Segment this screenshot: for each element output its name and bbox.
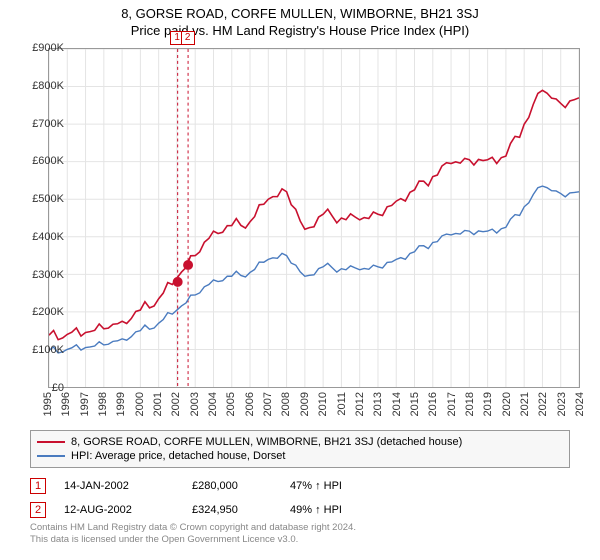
legend-swatch-property [37,441,65,443]
event-marker-1: 1 [30,478,46,494]
x-tick-label: 2008 [280,392,292,426]
x-tick-label: 2012 [354,392,366,426]
legend-item-hpi: HPI: Average price, detached house, Dors… [37,449,563,463]
event-date-2: 12-AUG-2002 [64,504,174,516]
legend-item-property: 8, GORSE ROAD, CORFE MULLEN, WIMBORNE, B… [37,435,563,449]
x-tick-label: 1995 [42,392,54,426]
license-line-1: Contains HM Land Registry data © Crown c… [30,522,570,534]
event-price-2: £324,950 [192,504,272,516]
x-tick-label: 2006 [244,392,256,426]
plot-area [48,48,580,388]
x-tick-label: 2016 [427,392,439,426]
event-marker-2: 2 [30,502,46,518]
x-tick-label: 1997 [79,392,91,426]
x-tick-label: 2010 [317,392,329,426]
y-tick-label: £700K [24,118,64,130]
x-tick-label: 2011 [336,392,348,426]
x-tick-label: 2007 [262,392,274,426]
x-tick-label: 2022 [537,392,549,426]
x-tick-label: 2024 [574,392,586,426]
license-notice: Contains HM Land Registry data © Crown c… [30,522,570,547]
x-tick-label: 2020 [501,392,513,426]
x-tick-label: 1998 [97,392,109,426]
y-tick-label: £600K [24,155,64,167]
x-tick-label: 2018 [464,392,476,426]
event-pct-2: 49% ↑ HPI [290,504,380,516]
legend: 8, GORSE ROAD, CORFE MULLEN, WIMBORNE, B… [30,430,570,468]
x-tick-label: 1999 [115,392,127,426]
chart-subtitle: Price paid vs. HM Land Registry's House … [0,21,600,42]
x-tick-label: 2005 [225,392,237,426]
event-row-2: 2 12-AUG-2002 £324,950 49% ↑ HPI [30,498,570,522]
y-tick-label: £300K [24,269,64,281]
x-tick-label: 2017 [446,392,458,426]
chart-title: 8, GORSE ROAD, CORFE MULLEN, WIMBORNE, B… [0,0,600,21]
y-tick-label: £200K [24,306,64,318]
x-tick-label: 2015 [409,392,421,426]
event-table: 1 14-JAN-2002 £280,000 47% ↑ HPI 2 12-AU… [30,474,570,522]
x-tick-label: 2003 [189,392,201,426]
x-tick-label: 2023 [556,392,568,426]
chart-container: 8, GORSE ROAD, CORFE MULLEN, WIMBORNE, B… [0,0,600,560]
x-tick-label: 2021 [519,392,531,426]
plot-svg [49,49,579,387]
y-tick-label: £100K [24,344,64,356]
legend-swatch-hpi [37,455,65,457]
x-tick-label: 2004 [207,392,219,426]
event-label-box: 2 [181,31,195,45]
x-tick-label: 2019 [482,392,494,426]
x-tick-label: 1996 [60,392,72,426]
x-tick-label: 2000 [134,392,146,426]
event-date-1: 14-JAN-2002 [64,480,174,492]
x-tick-label: 2009 [299,392,311,426]
x-tick-label: 2002 [170,392,182,426]
x-tick-label: 2014 [391,392,403,426]
license-line-2: This data is licensed under the Open Gov… [30,534,570,546]
x-tick-label: 2013 [372,392,384,426]
legend-label-property: 8, GORSE ROAD, CORFE MULLEN, WIMBORNE, B… [71,436,462,448]
y-tick-label: £500K [24,193,64,205]
event-pct-1: 47% ↑ HPI [290,480,380,492]
y-tick-label: £900K [24,42,64,54]
y-tick-label: £400K [24,231,64,243]
x-tick-label: 2001 [152,392,164,426]
event-price-1: £280,000 [192,480,272,492]
event-row-1: 1 14-JAN-2002 £280,000 47% ↑ HPI [30,474,570,498]
y-tick-label: £800K [24,80,64,92]
legend-label-hpi: HPI: Average price, detached house, Dors… [71,450,285,462]
